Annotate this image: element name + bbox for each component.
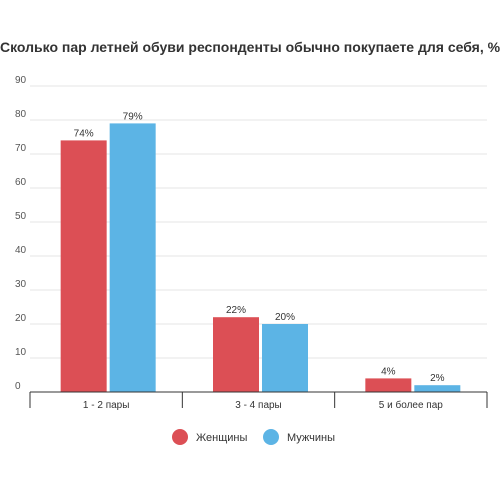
data-label: 22%: [226, 305, 246, 316]
y-tick-label: 60: [15, 177, 27, 188]
y-tick-label: 30: [15, 279, 27, 290]
y-tick-label: 40: [15, 245, 27, 256]
data-label: 79%: [123, 111, 143, 122]
y-tick-label: 20: [15, 313, 27, 324]
y-tick-label: 80: [15, 109, 27, 120]
legend: Женщины Мужчины: [172, 429, 335, 445]
y-axis-ticks: 0 10 20 30 40 50 60 70 80 90: [15, 75, 27, 392]
bar: [262, 324, 308, 392]
bar: [213, 317, 259, 392]
data-label: 2%: [430, 373, 445, 384]
x-category-label: 5 и более пар: [379, 399, 443, 411]
bar: [365, 378, 412, 392]
data-label: 20%: [275, 312, 295, 323]
data-label: 74%: [74, 128, 94, 139]
legend-label: Женщины: [196, 432, 247, 444]
bar: [60, 140, 107, 392]
y-tick-label: 10: [15, 347, 27, 358]
y-tick-label: 70: [15, 143, 27, 154]
data-labels: 74% 79% 22% 20% 4% 2%: [74, 111, 445, 384]
y-tick-label: 90: [15, 75, 27, 86]
data-label: 4%: [381, 366, 396, 377]
legend-label: Мужчины: [287, 432, 335, 444]
bar: [109, 123, 156, 393]
y-tick-label: 50: [15, 211, 27, 222]
legend-marker: [172, 429, 188, 445]
bars: [60, 123, 461, 393]
x-axis: 1 - 2 пары 3 - 4 пары 5 и более пар: [29, 391, 488, 411]
y-tick-label: 0: [15, 381, 21, 392]
x-category-label: 1 - 2 пары: [83, 400, 130, 411]
bar: [414, 385, 461, 392]
legend-marker: [263, 429, 279, 445]
x-category-label: 3 - 4 пары: [235, 400, 282, 411]
chart-title: Сколько пар летней обуви респонденты обы…: [0, 39, 500, 55]
